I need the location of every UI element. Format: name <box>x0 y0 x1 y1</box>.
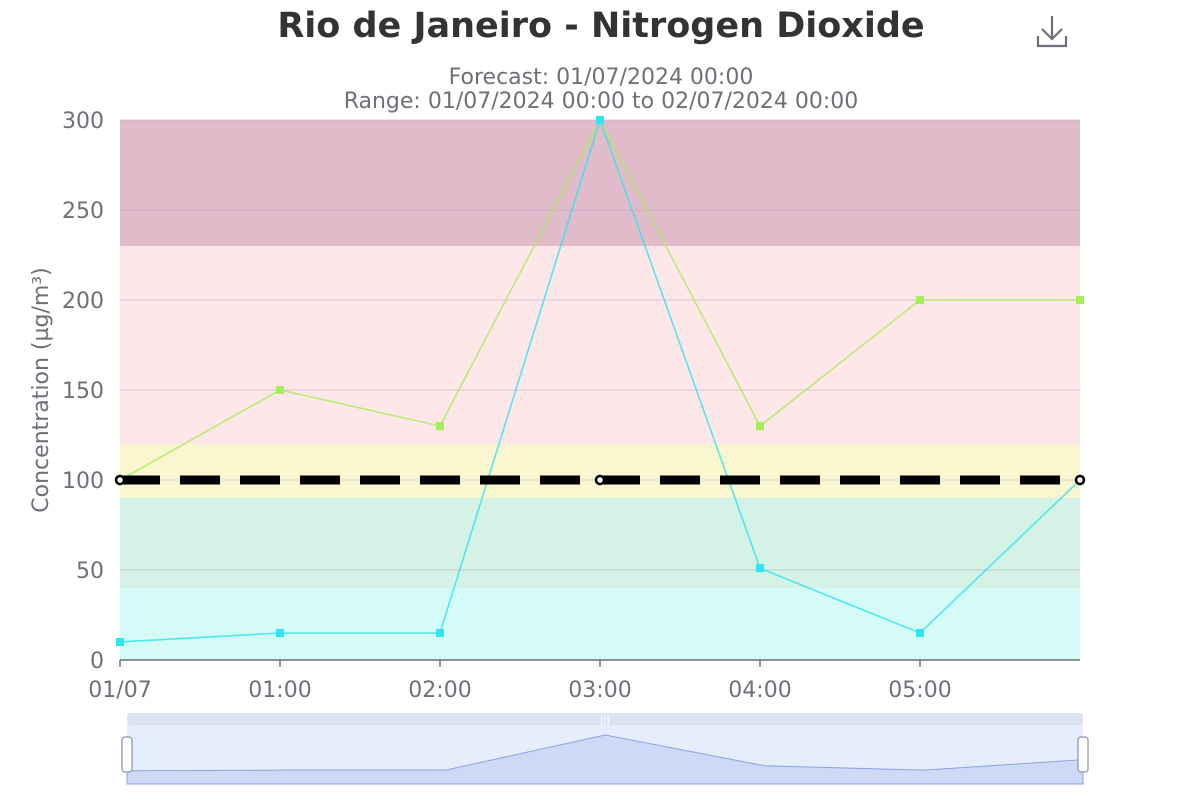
data-zoom-navigator[interactable]: ||| <box>121 713 1089 785</box>
y-axis-ticks: 0 50 100 150 200 250 300 <box>62 109 104 674</box>
navigator-handle-left[interactable] <box>121 736 133 773</box>
threshold-band-2 <box>120 444 1080 498</box>
threshold-bands <box>120 120 1080 660</box>
x-tick-label: 02:00 <box>408 678 471 703</box>
x-tick-label: 03:00 <box>568 678 631 703</box>
threshold-point[interactable] <box>1074 474 1086 486</box>
navigator-slider-bar[interactable] <box>127 713 1083 725</box>
navigator-grip-icon[interactable]: ||| <box>600 715 610 726</box>
data-point[interactable] <box>756 564 764 573</box>
data-point[interactable] <box>276 386 284 394</box>
chart-subtitle-range: Range: 01/07/2024 00:00 to 02/07/2024 00… <box>343 89 859 114</box>
data-point[interactable] <box>756 422 764 430</box>
data-point[interactable] <box>1076 296 1084 304</box>
data-point[interactable] <box>436 629 444 637</box>
threshold-band-0 <box>120 588 1080 660</box>
navigator-handle-right[interactable] <box>1077 736 1089 773</box>
threshold-band-1 <box>120 498 1080 588</box>
threshold-point[interactable] <box>594 474 606 486</box>
x-axis: 01/07 01:00 02:00 03:00 04:00 05:00 <box>88 659 1080 703</box>
x-tick-label: 01:00 <box>248 678 311 703</box>
threshold-band-4 <box>120 120 1080 246</box>
download-button[interactable] <box>1034 12 1070 50</box>
y-tick-label: 200 <box>62 289 104 314</box>
chart-title: Rio de Janeiro - Nitrogen Dioxide <box>277 6 925 46</box>
y-tick-label: 0 <box>90 649 104 674</box>
data-point[interactable] <box>436 422 444 430</box>
y-tick-label: 150 <box>62 379 104 404</box>
data-point[interactable] <box>596 116 604 124</box>
y-axis-label: Concentration (µg/m³) <box>29 267 54 512</box>
y-tick-label: 250 <box>62 199 104 224</box>
chart-subtitle-forecast: Forecast: 01/07/2024 00:00 <box>448 65 754 90</box>
data-point[interactable] <box>116 638 124 646</box>
data-point[interactable] <box>916 629 924 637</box>
x-tick-label: 04:00 <box>728 678 791 703</box>
download-icon <box>1036 16 1068 48</box>
y-tick-label: 50 <box>76 559 104 584</box>
data-point[interactable] <box>916 296 924 304</box>
x-tick-label: 05:00 <box>888 678 951 703</box>
series-group <box>114 116 1086 646</box>
data-point[interactable] <box>276 629 284 637</box>
x-tick-label: 01/07 <box>88 678 151 703</box>
threshold-band-3 <box>120 246 1080 444</box>
y-tick-label: 100 <box>62 469 104 494</box>
y-tick-label: 300 <box>62 109 104 134</box>
threshold-point[interactable] <box>114 474 126 486</box>
